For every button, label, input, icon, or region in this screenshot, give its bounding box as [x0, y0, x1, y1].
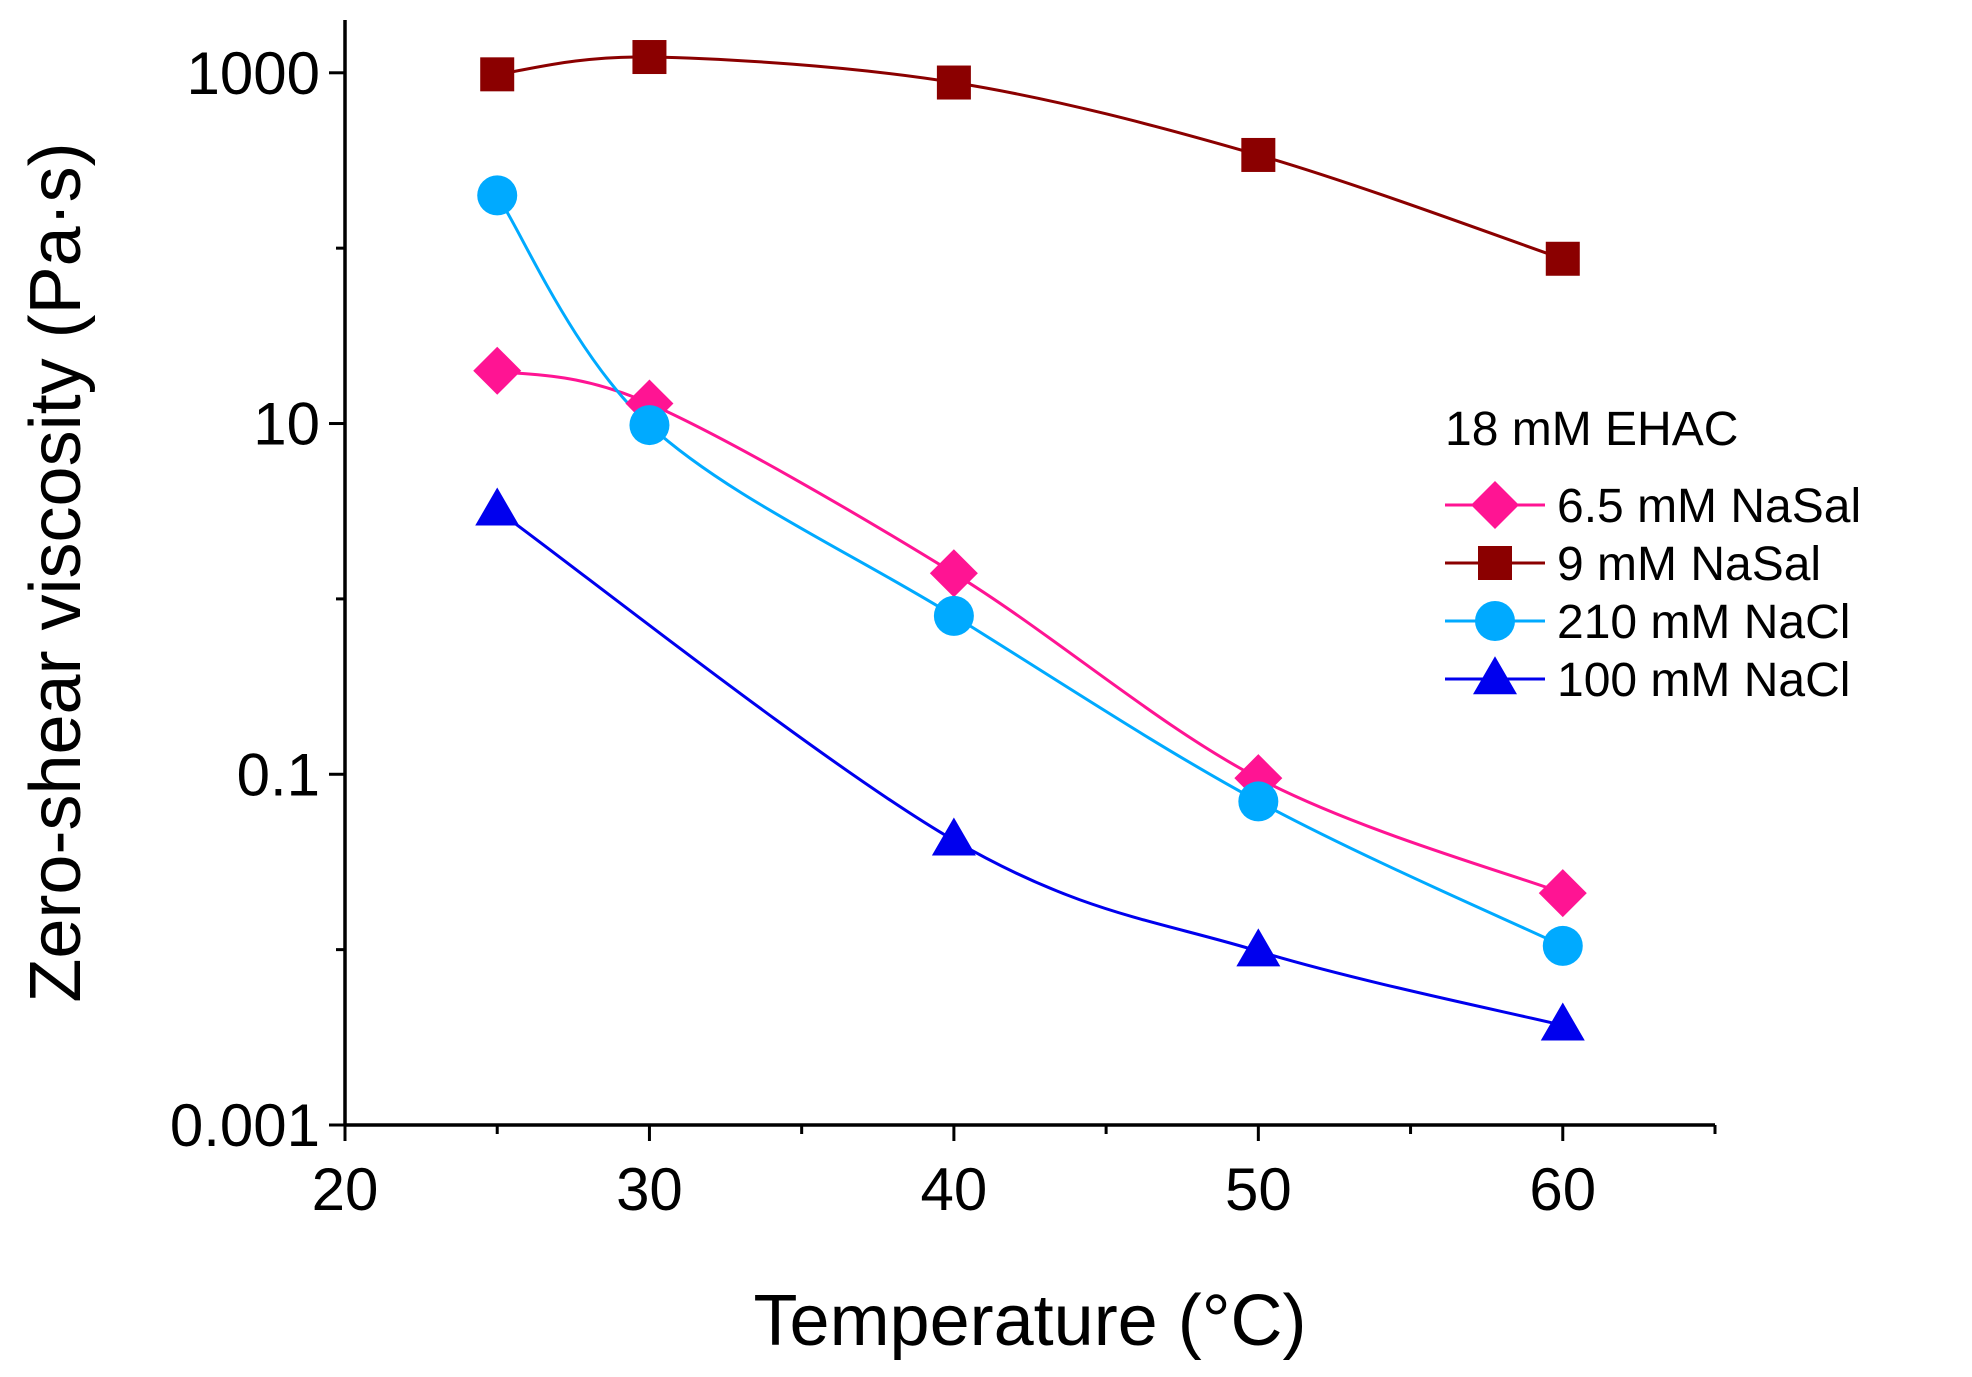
series-line-3 [496, 509, 1564, 1027]
data-point [480, 57, 515, 92]
data-point [929, 549, 978, 598]
legend-entry: 6.5 mM NaSal [1445, 480, 1861, 533]
data-point [931, 817, 976, 856]
series-lines [495, 55, 1564, 1027]
data-point [1540, 1002, 1585, 1041]
legend-label: 210 mM NaCl [1557, 596, 1850, 649]
y-tick-label: 10 [253, 391, 320, 458]
data-point [933, 595, 974, 636]
data-point [477, 175, 518, 216]
data-point [1238, 781, 1279, 822]
data-point [1542, 925, 1583, 966]
x-tick-label: 60 [1529, 1156, 1596, 1223]
legend-marker [1473, 656, 1517, 695]
y-tick-label: 1000 [187, 40, 320, 107]
legend-label: 100 mM NaCl [1557, 654, 1850, 707]
y-tick-label: 0.001 [170, 1092, 320, 1159]
legend-marker [1471, 481, 1519, 529]
x-tick-label: 30 [616, 1156, 683, 1223]
axes: 20 30 40 50 60 0.001 0.1 10 1000 Temperature (°C)… [16, 20, 1717, 1361]
data-point [1241, 137, 1276, 172]
x-axis-title: Temperature (°C) [754, 1281, 1307, 1361]
y-tick-label: 0.1 [237, 741, 320, 808]
series-line-1 [497, 55, 1564, 261]
y-axis-title: Zero-shear viscosity (Pa·s) [16, 142, 96, 1002]
series-line-2 [495, 194, 1564, 948]
series-markers [473, 40, 1587, 1041]
legend-entry: 9 mM NaSal [1445, 538, 1821, 591]
data-point [1236, 928, 1281, 967]
x-tick-label: 50 [1225, 1156, 1292, 1223]
data-point [475, 487, 520, 526]
legend-title: 18 mM EHAC [1445, 403, 1738, 456]
data-point [473, 346, 522, 395]
data-point [1545, 241, 1580, 276]
legend-label: 6.5 mM NaSal [1557, 480, 1861, 533]
legend-marker [1478, 546, 1512, 580]
data-point [629, 405, 670, 446]
data-point [1538, 869, 1587, 918]
legend-entry: 210 mM NaCl [1445, 596, 1850, 649]
data-point [936, 65, 971, 100]
data-point [632, 40, 667, 75]
legend-entry: 100 mM NaCl [1445, 654, 1850, 707]
legend-label: 9 mM NaSal [1557, 538, 1821, 591]
x-tick-label: 40 [921, 1156, 988, 1223]
legend-marker [1475, 601, 1515, 641]
x-tick-label: 20 [312, 1156, 379, 1223]
